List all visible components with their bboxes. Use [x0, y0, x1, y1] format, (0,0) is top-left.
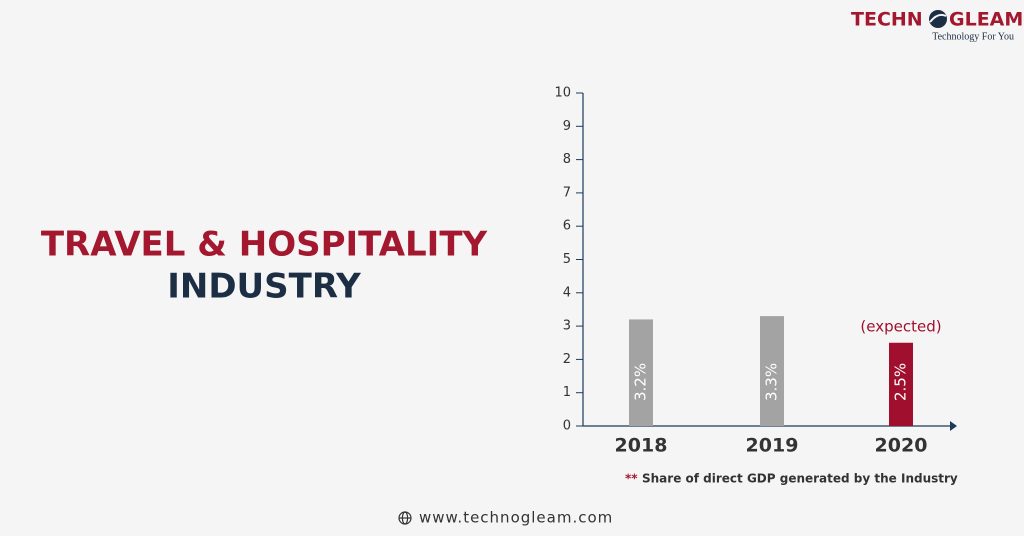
y-tick-label: 6: [563, 219, 571, 234]
y-tick-label: 0: [563, 419, 571, 434]
y-tick-label: 3: [563, 319, 571, 334]
bar: [629, 319, 653, 426]
logo-right: GLEAM: [949, 9, 1023, 31]
y-tick-label: 1: [563, 385, 571, 400]
x-tick-label: 2018: [615, 435, 668, 457]
y-tick-label: 7: [563, 185, 571, 200]
y-tick-label: 2: [563, 352, 571, 367]
logo-left: TECHN: [851, 9, 923, 31]
logo-globe: [929, 10, 947, 28]
value-label: 3.2%: [632, 363, 650, 401]
bar: [760, 316, 784, 426]
website: www.technogleam.com: [419, 509, 613, 527]
title-line: TRAVEL & HOSPITALITY: [41, 225, 488, 265]
footnote: Share of direct GDP generated by the Ind…: [642, 472, 958, 486]
value-label: 3.3%: [763, 363, 781, 401]
x-tick-label: 2020: [875, 435, 928, 457]
y-tick-label: 10: [554, 86, 571, 101]
x-axis-arrow: [950, 421, 957, 431]
annotation: (expected): [860, 317, 941, 335]
value-label: 2.5%: [892, 363, 910, 401]
x-tick-label: 2019: [746, 435, 799, 457]
bar: [889, 342, 913, 426]
y-tick-label: 8: [563, 152, 571, 167]
y-tick-label: 4: [563, 285, 571, 300]
website-icon: [398, 511, 412, 525]
logo-tagline: Technology For You: [932, 31, 1014, 42]
y-tick-label: 5: [563, 252, 571, 267]
title-line: INDUSTRY: [167, 267, 361, 307]
y-tick-label: 9: [563, 119, 571, 134]
footnote-marker: **: [625, 472, 638, 486]
